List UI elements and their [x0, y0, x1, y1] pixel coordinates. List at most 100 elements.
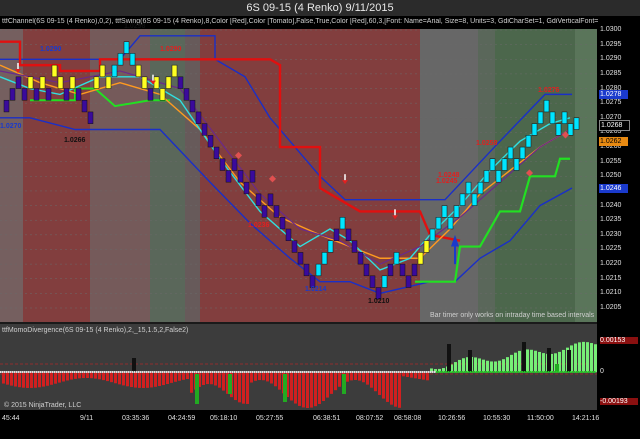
oscillator-dot	[524, 371, 526, 373]
oscillator-dot	[442, 371, 444, 373]
momentum-histogram-bar	[354, 372, 357, 381]
price-axis-label: 1.0240	[600, 201, 622, 209]
momentum-histogram-bar	[526, 349, 529, 372]
momentum-histogram-bar	[450, 364, 453, 372]
momentum-histogram-bar	[542, 353, 545, 372]
oscillator-dot	[500, 371, 502, 373]
momentum-histogram-bar	[398, 372, 401, 408]
momentum-histogram-bar	[26, 372, 29, 388]
renko-brick	[195, 111, 202, 124]
momentum-histogram-bar	[498, 360, 501, 372]
oscillator-dot	[408, 371, 410, 373]
divergence-bar-black	[447, 344, 451, 372]
momentum-histogram-bar	[66, 372, 69, 381]
renko-brick	[573, 117, 580, 130]
momentum-histogram-bar	[506, 357, 509, 372]
momentum-histogram-bar	[350, 372, 353, 381]
oscillator-dot	[568, 371, 570, 373]
momentum-histogram-bar	[538, 351, 541, 372]
momentum-histogram-bar	[34, 372, 37, 388]
momentum-histogram-bar	[482, 359, 485, 372]
oscillator-dot	[426, 371, 428, 373]
momentum-histogram-bar	[14, 372, 17, 387]
oscillator-dot	[36, 371, 38, 373]
renko-brick	[243, 181, 250, 195]
chart-canvas[interactable]	[0, 16, 640, 439]
oscillator-dot	[280, 371, 282, 373]
oscillator-dot	[220, 371, 222, 373]
momentum-histogram-bar	[130, 372, 133, 388]
oscillator-indicator-header: ttfMomoDivergence(6S 09-15 (4 Renko),2,_…	[2, 327, 189, 334]
momentum-histogram-bar	[422, 372, 425, 380]
oscillator-dot	[244, 371, 246, 373]
oscillator-dot	[290, 371, 292, 373]
renko-brick	[309, 275, 316, 288]
oscillator-dot	[498, 371, 500, 373]
momentum-histogram-bar	[410, 372, 413, 378]
oscillator-dot	[438, 371, 440, 373]
oscillator-dot	[204, 371, 206, 373]
renko-brick	[351, 240, 358, 253]
oscillator-dot	[436, 371, 438, 373]
renko-brick	[495, 170, 502, 183]
oscillator-dot	[478, 371, 480, 373]
oscillator-dot	[362, 371, 364, 373]
oscillator-dot	[90, 371, 92, 373]
oscillator-dot	[110, 371, 112, 373]
oscillator-dot	[106, 371, 108, 373]
oscillator-dot	[380, 371, 382, 373]
oscillator-dot	[376, 371, 378, 373]
momentum-histogram-bar	[514, 352, 517, 372]
momentum-histogram-bar	[366, 372, 369, 385]
oscillator-dot	[298, 371, 300, 373]
time-axis-label: 08:07:52	[356, 415, 384, 422]
oscillator-dot	[160, 371, 162, 373]
price-tag: 1.0246	[599, 184, 628, 194]
divergence-bar	[195, 374, 199, 404]
oscillator-dot	[594, 371, 596, 373]
window-title: 6S 09-15 (4 Renko) 9/11/2015	[0, 0, 640, 16]
momentum-histogram-bar	[38, 372, 41, 388]
oscillator-dot	[288, 371, 290, 373]
oscillator-dot	[122, 371, 124, 373]
oscillator-dot	[542, 371, 544, 373]
momentum-histogram-bar	[390, 372, 393, 405]
price-tag: 1.0268	[599, 119, 630, 131]
oscillator-dot	[274, 371, 276, 373]
copyright-label: © 2015 NinjaTrader, LLC	[4, 402, 82, 409]
oscillator-dot	[194, 371, 196, 373]
swing-price-label: 1.0258	[476, 140, 498, 148]
oscillator-dot	[480, 371, 482, 373]
oscillator-dot	[124, 371, 126, 373]
oscillator-dot	[412, 371, 414, 373]
momentum-histogram-bar	[386, 372, 389, 402]
renko-brick	[33, 88, 40, 101]
renko-brick	[15, 76, 22, 89]
renko-brick	[147, 88, 154, 101]
renko-brick	[345, 228, 352, 241]
price-indicator-header: ttfChannel(6S 09-15 (4 Renko),0,2), ttfS…	[2, 18, 598, 25]
momentum-histogram-bar	[30, 372, 33, 388]
oscillator-dot	[76, 371, 78, 373]
oscillator-dot	[516, 371, 518, 373]
oscillator-dot	[184, 371, 186, 373]
momentum-histogram-bar	[94, 372, 97, 379]
oscillator-dot	[140, 371, 142, 373]
divergence-bar	[342, 374, 346, 394]
oscillator-dot	[346, 371, 348, 373]
oscillator-dot	[20, 371, 22, 373]
momentum-histogram-bar	[434, 369, 437, 372]
divergence-bar-black	[468, 350, 472, 372]
momentum-histogram-bar	[462, 358, 465, 372]
renko-brick	[339, 217, 346, 230]
oscillator-dot	[584, 371, 586, 373]
oscillator-dot	[30, 371, 32, 373]
oscillator-dot	[564, 371, 566, 373]
oscillator-dot	[518, 371, 520, 373]
oscillator-dot	[202, 371, 204, 373]
renko-brick	[207, 135, 214, 148]
oscillator-dot	[558, 371, 560, 373]
momentum-histogram-bar	[102, 372, 105, 381]
oscillator-dot	[92, 371, 94, 373]
momentum-histogram-bar	[582, 341, 585, 372]
